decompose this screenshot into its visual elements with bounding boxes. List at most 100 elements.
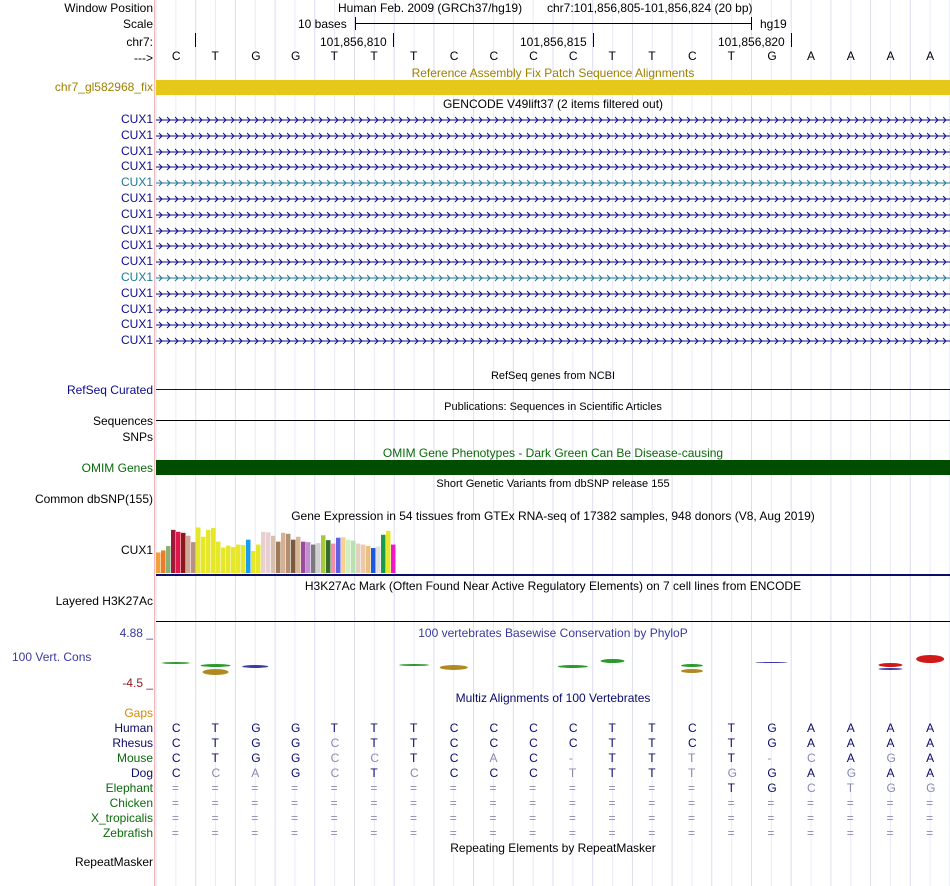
gencode-item-label[interactable]: CUX1 — [120, 191, 153, 205]
multiz-species-label[interactable]: Elephant — [105, 781, 153, 795]
gtex-bar[interactable] — [376, 546, 381, 573]
gtex-bar[interactable] — [226, 545, 231, 573]
gtex-bar[interactable] — [191, 542, 196, 573]
multiz-species-label[interactable]: Dog — [130, 766, 153, 780]
gtex-bar[interactable] — [356, 543, 361, 573]
multiz-species-label[interactable]: X_tropicalis — [90, 811, 153, 825]
fix-patch-bar[interactable] — [156, 80, 950, 95]
fix-track-label[interactable]: chr7_gl582968_fix — [54, 80, 153, 94]
gencode-item-label[interactable]: CUX1 — [120, 222, 153, 237]
gencode-item-label[interactable]: CUX1 — [120, 333, 153, 348]
gencode-transcript-line[interactable] — [156, 226, 950, 236]
gencode-transcript-line[interactable] — [156, 305, 950, 315]
gtex-bar[interactable] — [256, 544, 261, 573]
gtex-bar[interactable] — [326, 540, 331, 573]
gtex-bar[interactable] — [346, 539, 351, 573]
gencode-transcript-line[interactable] — [156, 257, 950, 267]
gencode-transcript-line[interactable] — [156, 178, 950, 188]
publications-label[interactable]: Sequences — [92, 414, 153, 428]
refseq-label[interactable]: RefSeq Curated — [66, 383, 153, 397]
omim-bar[interactable] — [156, 460, 950, 475]
gencode-transcript-line[interactable] — [156, 115, 950, 125]
gencode-transcript-line[interactable] — [156, 210, 950, 220]
gencode-item-label[interactable]: CUX1 — [120, 317, 153, 332]
dbsnp-label[interactable]: Common dbSNP(155) — [34, 492, 153, 506]
multiz-species-label[interactable]: Human — [114, 721, 153, 735]
gtex-bar[interactable] — [301, 541, 306, 573]
gencode-transcript-line[interactable] — [156, 162, 950, 172]
conservation-logo[interactable] — [156, 650, 950, 684]
gtex-bar[interactable] — [261, 531, 266, 573]
multiz-species-label[interactable]: Zebrafish — [102, 826, 153, 840]
gtex-bar[interactable] — [331, 543, 336, 573]
gtex-bar[interactable] — [361, 544, 366, 573]
gtex-bar[interactable] — [371, 548, 376, 573]
gtex-bar[interactable] — [246, 539, 251, 573]
gtex-bar[interactable] — [216, 541, 221, 573]
gtex-bar[interactable] — [336, 537, 341, 573]
gtex-bar[interactable] — [176, 531, 181, 573]
gtex-bar[interactable] — [186, 535, 191, 573]
gtex-bar[interactable] — [221, 547, 226, 573]
multiz-species-label[interactable]: Rhesus — [112, 736, 153, 750]
gtex-bar[interactable] — [276, 541, 281, 573]
gtex-label[interactable]: CUX1 — [120, 543, 153, 557]
gtex-bar[interactable] — [236, 544, 241, 573]
gencode-item-label[interactable]: CUX1 — [120, 143, 153, 158]
repeatmasker-label[interactable]: RepeatMasker — [74, 855, 153, 869]
position-text[interactable]: chr7:101,856,805-101,856,824 (20 bp) — [547, 1, 753, 15]
gtex-bar[interactable] — [251, 550, 256, 573]
gtex-bar[interactable] — [306, 542, 311, 573]
gtex-bar[interactable] — [271, 535, 276, 573]
gtex-bar[interactable] — [171, 529, 176, 573]
gencode-item-label[interactable]: CUX1 — [120, 285, 153, 300]
gencode-item-label[interactable]: CUX1 — [120, 270, 153, 284]
gencode-transcript-line[interactable] — [156, 289, 950, 299]
gtex-bar[interactable] — [391, 544, 396, 573]
gencode-transcript-line[interactable] — [156, 273, 950, 283]
conservation-label[interactable]: 100 Vert. Cons — [12, 650, 92, 664]
omim-label[interactable]: OMIM Genes — [81, 461, 153, 475]
gencode-transcript-line[interactable] — [156, 241, 950, 251]
gtex-bar[interactable] — [196, 527, 201, 573]
multiz-species-label[interactable]: Chicken — [109, 796, 153, 810]
gtex-bar[interactable] — [286, 533, 291, 573]
gtex-bar[interactable] — [316, 543, 321, 573]
gtex-bar-chart[interactable] — [156, 524, 950, 576]
gtex-bar[interactable] — [211, 527, 216, 573]
gtex-bar[interactable] — [291, 539, 296, 573]
gtex-bar[interactable] — [206, 529, 211, 573]
publications-label-2[interactable]: SNPs — [122, 430, 153, 444]
gtex-bar[interactable] — [266, 532, 271, 573]
gtex-bar[interactable] — [351, 540, 356, 573]
gencode-transcript-line[interactable] — [156, 147, 950, 157]
gencode-item-label[interactable]: CUX1 — [120, 112, 153, 126]
multiz-species-label[interactable]: Mouse — [116, 751, 153, 765]
gencode-item-label[interactable]: CUX1 — [120, 238, 153, 253]
gencode-transcript-line[interactable] — [156, 320, 950, 330]
gtex-bar[interactable] — [161, 550, 166, 573]
gencode-transcript-line[interactable] — [156, 194, 950, 204]
gtex-bar[interactable] — [311, 544, 316, 573]
gtex-bar[interactable] — [341, 537, 346, 573]
gtex-bar[interactable] — [366, 546, 371, 573]
gencode-item-label[interactable]: CUX1 — [120, 206, 153, 221]
gencode-item-label[interactable]: CUX1 — [120, 254, 153, 269]
gencode-item-label[interactable]: CUX1 — [120, 159, 153, 174]
gencode-transcript-line[interactable] — [156, 131, 950, 141]
gtex-bar[interactable] — [386, 530, 391, 573]
gtex-bar[interactable] — [281, 532, 286, 573]
gtex-bar[interactable] — [201, 536, 206, 573]
gencode-item-label[interactable]: CUX1 — [120, 301, 153, 316]
gtex-bar[interactable] — [156, 552, 161, 573]
gtex-bar[interactable] — [181, 532, 186, 573]
gtex-bar[interactable] — [231, 547, 236, 573]
h3k27ac-label[interactable]: Layered H3K27Ac — [55, 594, 153, 608]
gtex-bar[interactable] — [321, 535, 326, 573]
gencode-item-label[interactable]: CUX1 — [120, 127, 153, 142]
gtex-bar[interactable] — [166, 546, 171, 573]
gtex-bar[interactable] — [241, 545, 246, 573]
gtex-bar[interactable] — [381, 534, 386, 573]
gencode-transcript-line[interactable] — [156, 336, 950, 346]
gencode-item-label[interactable]: CUX1 — [120, 175, 153, 190]
